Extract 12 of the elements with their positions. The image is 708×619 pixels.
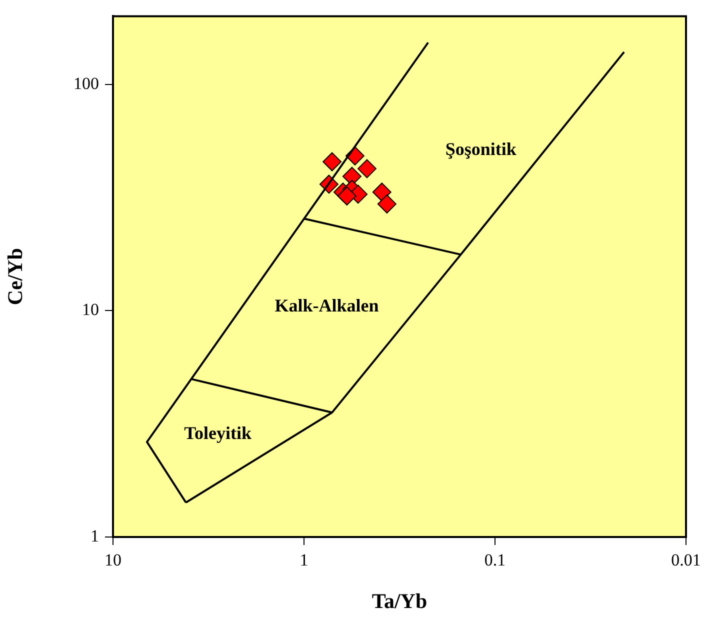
y-tick-label: 10	[82, 300, 99, 320]
x-tick-label: 1	[300, 550, 308, 570]
x-tick-label: 10	[104, 550, 122, 570]
x-tick-label: 0.01	[671, 550, 701, 570]
annotation: Şoşonitik	[445, 139, 516, 160]
x-axis-title: Ta/Yb	[372, 588, 428, 613]
y-axis-title: Ce/Yb	[3, 248, 28, 306]
y-tick-label: 100	[74, 74, 99, 93]
annotation: Toleyitik	[184, 423, 252, 444]
annotation: Kalk-Alkalen	[274, 295, 379, 316]
x-tick-label: 0.1	[484, 550, 506, 570]
y-tick-label: 1	[90, 526, 99, 546]
